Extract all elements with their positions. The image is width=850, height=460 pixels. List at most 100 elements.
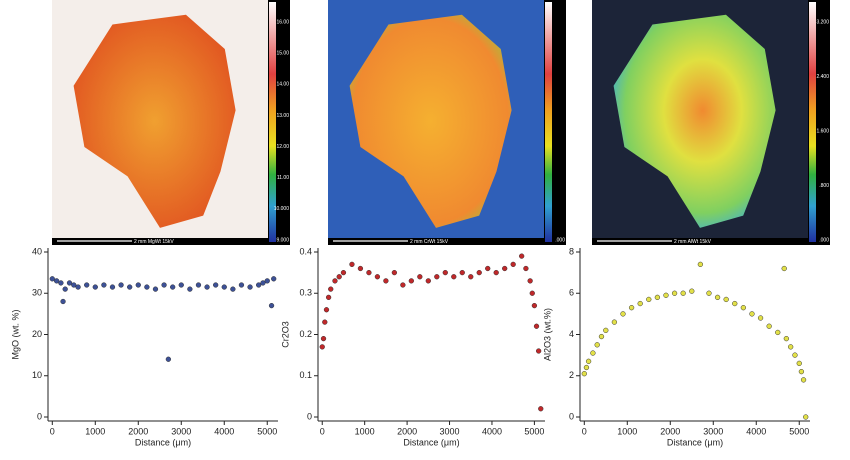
data-point	[332, 278, 338, 284]
data-point	[109, 284, 116, 290]
colorbar-label: 11.00	[277, 175, 289, 181]
data-point	[723, 296, 729, 303]
data-point	[357, 265, 364, 272]
element-map: 2 mm AlWt 15kV 3.200 2.400 1.600 .800 .000	[592, 0, 830, 245]
data-point	[58, 280, 64, 286]
data-point	[165, 356, 172, 362]
data-point	[84, 282, 90, 288]
data-point	[71, 282, 77, 288]
x-tick-label: 0	[50, 426, 55, 436]
data-point	[322, 319, 328, 325]
data-point	[238, 282, 245, 288]
y-tick-label: 10	[32, 370, 42, 380]
x-axis-label: Distance (μm)	[135, 437, 191, 447]
y-tick-label: 40	[32, 246, 42, 256]
data-point	[459, 269, 465, 276]
data-point	[256, 282, 262, 288]
scale-bar-strip	[52, 238, 268, 245]
data-point	[319, 344, 325, 350]
data-point	[493, 269, 499, 276]
x-tick-label: 3000	[440, 426, 460, 436]
maps: 2 mm MgWt 15kV16.0015.0014.0013.0012.001…	[52, 0, 830, 245]
data-point	[271, 276, 277, 282]
data-point	[62, 286, 68, 292]
colorbar-label: 12.00	[276, 144, 289, 150]
y-axis-label: Al2O3 (wt.%)	[542, 308, 552, 361]
data-point	[714, 294, 721, 301]
scale-bar-strip	[328, 238, 544, 245]
data-point	[417, 274, 423, 280]
colorbar: 16.00 15.00 14.00 13.00 12.00 11.00 10.000 9.00…	[268, 0, 290, 245]
data-point	[535, 348, 542, 354]
x-tick-label: 3000	[171, 426, 191, 436]
y-tick-label: 0.3	[299, 288, 312, 298]
y-tick-label: 6	[569, 288, 574, 298]
data-point	[230, 286, 236, 292]
data-point	[49, 276, 55, 282]
data-point	[783, 335, 790, 342]
data-point	[792, 352, 798, 358]
data-point	[757, 315, 764, 321]
data-point	[628, 305, 635, 311]
data-point	[127, 284, 133, 290]
data-point	[374, 274, 381, 280]
data-point	[408, 278, 414, 284]
y-tick-label: 2	[569, 370, 574, 380]
x-axis-label: Distance (μm)	[403, 437, 459, 447]
data-point	[620, 311, 626, 317]
x-tick-label: 2000	[397, 426, 417, 436]
scale-label: 2 mm AlWt 15kV	[674, 239, 712, 245]
data-point	[195, 282, 202, 288]
colorbar-label: 13.00	[276, 113, 289, 119]
x-tick-label: 2000	[128, 426, 148, 436]
data-point	[204, 284, 210, 290]
data-point	[583, 364, 590, 371]
data-point	[749, 311, 755, 317]
data-point	[247, 284, 253, 290]
x-tick-label: 5000	[257, 426, 277, 436]
element-map: 2 mm CrWt 15kV .000	[328, 0, 566, 245]
data-point	[689, 288, 695, 294]
data-point	[118, 282, 124, 288]
data-point	[740, 305, 747, 311]
data-point	[529, 290, 535, 296]
data-point	[598, 333, 605, 340]
x-tick-label: 1000	[617, 426, 637, 436]
data-point	[101, 282, 107, 288]
data-point	[766, 323, 772, 329]
colorbar-label: 15.00	[276, 50, 289, 56]
data-point	[178, 282, 184, 288]
colorbar-scale	[269, 2, 276, 242]
data-point	[510, 261, 516, 268]
data-point	[383, 278, 389, 284]
element-map: 2 mm MgWt 15kV16.0015.0014.0013.0012.001…	[52, 0, 290, 245]
data-point	[706, 290, 712, 296]
y-tick-label: 20	[32, 329, 42, 339]
data-point	[527, 278, 533, 284]
x-tick-label: 5000	[524, 426, 544, 436]
x-tick-label: 5000	[789, 426, 809, 436]
data-point	[654, 294, 661, 301]
data-point	[476, 269, 482, 276]
data-point	[468, 274, 474, 280]
data-point	[434, 274, 440, 280]
data-point	[775, 329, 781, 336]
data-point	[451, 274, 457, 280]
data-point	[75, 284, 81, 290]
y-tick-label: 0	[307, 411, 312, 421]
data-point	[519, 253, 525, 259]
colorbar-label: 1.600	[816, 128, 829, 134]
data-point	[260, 280, 266, 286]
data-point	[425, 278, 431, 284]
data-point	[213, 282, 219, 288]
colorbar-label: .000	[819, 237, 829, 243]
scatter-plot: 0 0.1 0.2 0.3 0.4 0 1000 2000 3000 4000 5000 Distan…	[280, 246, 545, 447]
colorbar-label: 16.00	[276, 19, 289, 25]
y-axis-label: MgO (wt. %)	[10, 309, 20, 359]
x-tick-label: 3000	[703, 426, 723, 436]
colorbar: 3.200 2.400 1.600 .800 .000	[808, 0, 830, 245]
colorbar-scale	[545, 2, 552, 242]
data-point	[135, 282, 141, 288]
